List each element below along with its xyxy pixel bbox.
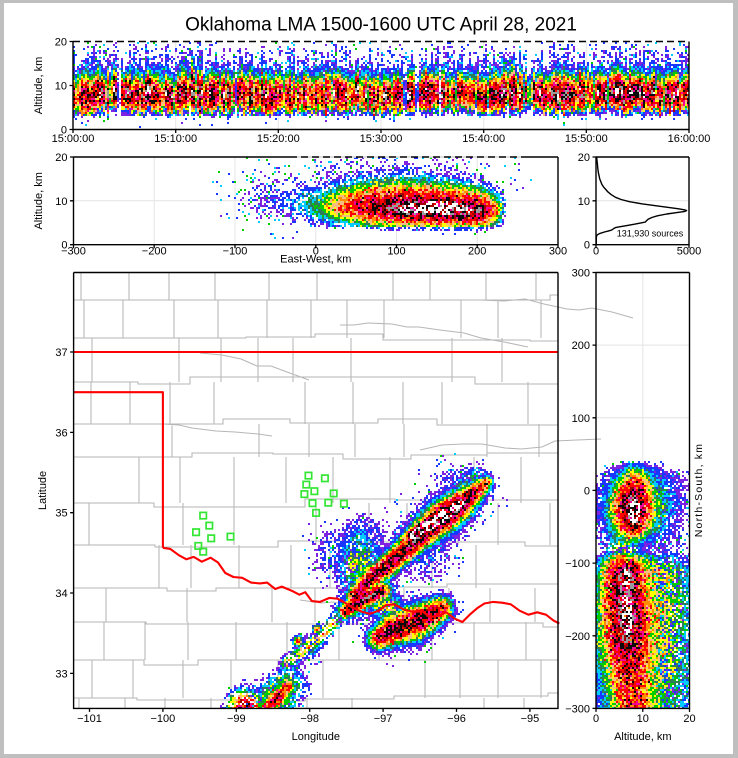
svg-text:200: 200 [572, 340, 590, 352]
svg-text:15:40:00: 15:40:00 [462, 133, 505, 145]
svg-text:Altitude, km: Altitude, km [33, 172, 45, 229]
svg-text:0: 0 [584, 485, 590, 497]
svg-text:0: 0 [313, 246, 319, 258]
svg-text:34: 34 [55, 588, 67, 600]
svg-text:131,930 sources: 131,930 sources [617, 229, 684, 239]
svg-text:100: 100 [387, 246, 405, 258]
svg-text:20: 20 [683, 713, 695, 725]
svg-text:5000: 5000 [677, 246, 701, 258]
svg-text:East-West, km: East-West, km [280, 254, 351, 266]
svg-text:15:00:00: 15:00:00 [52, 133, 95, 145]
svg-text:Longitude: Longitude [292, 731, 340, 743]
svg-text:15:20:00: 15:20:00 [257, 133, 300, 145]
svg-text:−100: −100 [151, 713, 176, 725]
svg-text:0: 0 [61, 125, 67, 137]
svg-text:20: 20 [55, 152, 67, 164]
svg-text:−97: −97 [374, 713, 393, 725]
svg-text:15:30:00: 15:30:00 [360, 133, 403, 145]
svg-text:−95: −95 [521, 713, 540, 725]
svg-text:−99: −99 [227, 713, 246, 725]
svg-text:−100: −100 [565, 558, 590, 570]
svg-text:−300: −300 [61, 246, 86, 258]
svg-text:33: 33 [55, 668, 67, 680]
svg-text:−101: −101 [77, 713, 102, 725]
svg-text:200: 200 [468, 246, 486, 258]
svg-text:10: 10 [55, 196, 67, 208]
svg-text:−98: −98 [300, 713, 319, 725]
svg-text:36: 36 [55, 427, 67, 439]
svg-text:Altitude, km: Altitude, km [33, 57, 45, 114]
svg-text:300: 300 [572, 268, 590, 280]
svg-text:20: 20 [578, 152, 590, 164]
svg-text:−200: −200 [565, 631, 590, 643]
svg-text:Oklahoma LMA 1500-1600 UTC Apr: Oklahoma LMA 1500-1600 UTC April 28, 202… [185, 15, 577, 36]
svg-text:15:10:00: 15:10:00 [154, 133, 197, 145]
svg-text:0: 0 [61, 240, 67, 252]
svg-text:Latitude: Latitude [37, 471, 49, 510]
svg-text:Altitude, km: Altitude, km [614, 731, 671, 743]
svg-text:300: 300 [549, 246, 567, 258]
svg-text:0: 0 [584, 240, 590, 252]
svg-text:−96: −96 [447, 713, 466, 725]
svg-text:37: 37 [55, 347, 67, 359]
svg-text:10: 10 [55, 81, 67, 93]
svg-text:−200: −200 [142, 246, 167, 258]
svg-text:35: 35 [55, 508, 67, 520]
svg-text:20: 20 [55, 37, 67, 49]
svg-text:−300: −300 [565, 703, 590, 715]
svg-text:10: 10 [578, 196, 590, 208]
svg-text:100: 100 [572, 413, 590, 425]
svg-text:0: 0 [593, 246, 599, 258]
svg-text:15:50:00: 15:50:00 [565, 133, 608, 145]
svg-text:−100: −100 [223, 246, 248, 258]
svg-text:0: 0 [593, 713, 599, 725]
svg-text:North-South, km: North-South, km [693, 443, 705, 537]
svg-text:10: 10 [637, 713, 649, 725]
svg-text:16:00:00: 16:00:00 [668, 133, 711, 145]
